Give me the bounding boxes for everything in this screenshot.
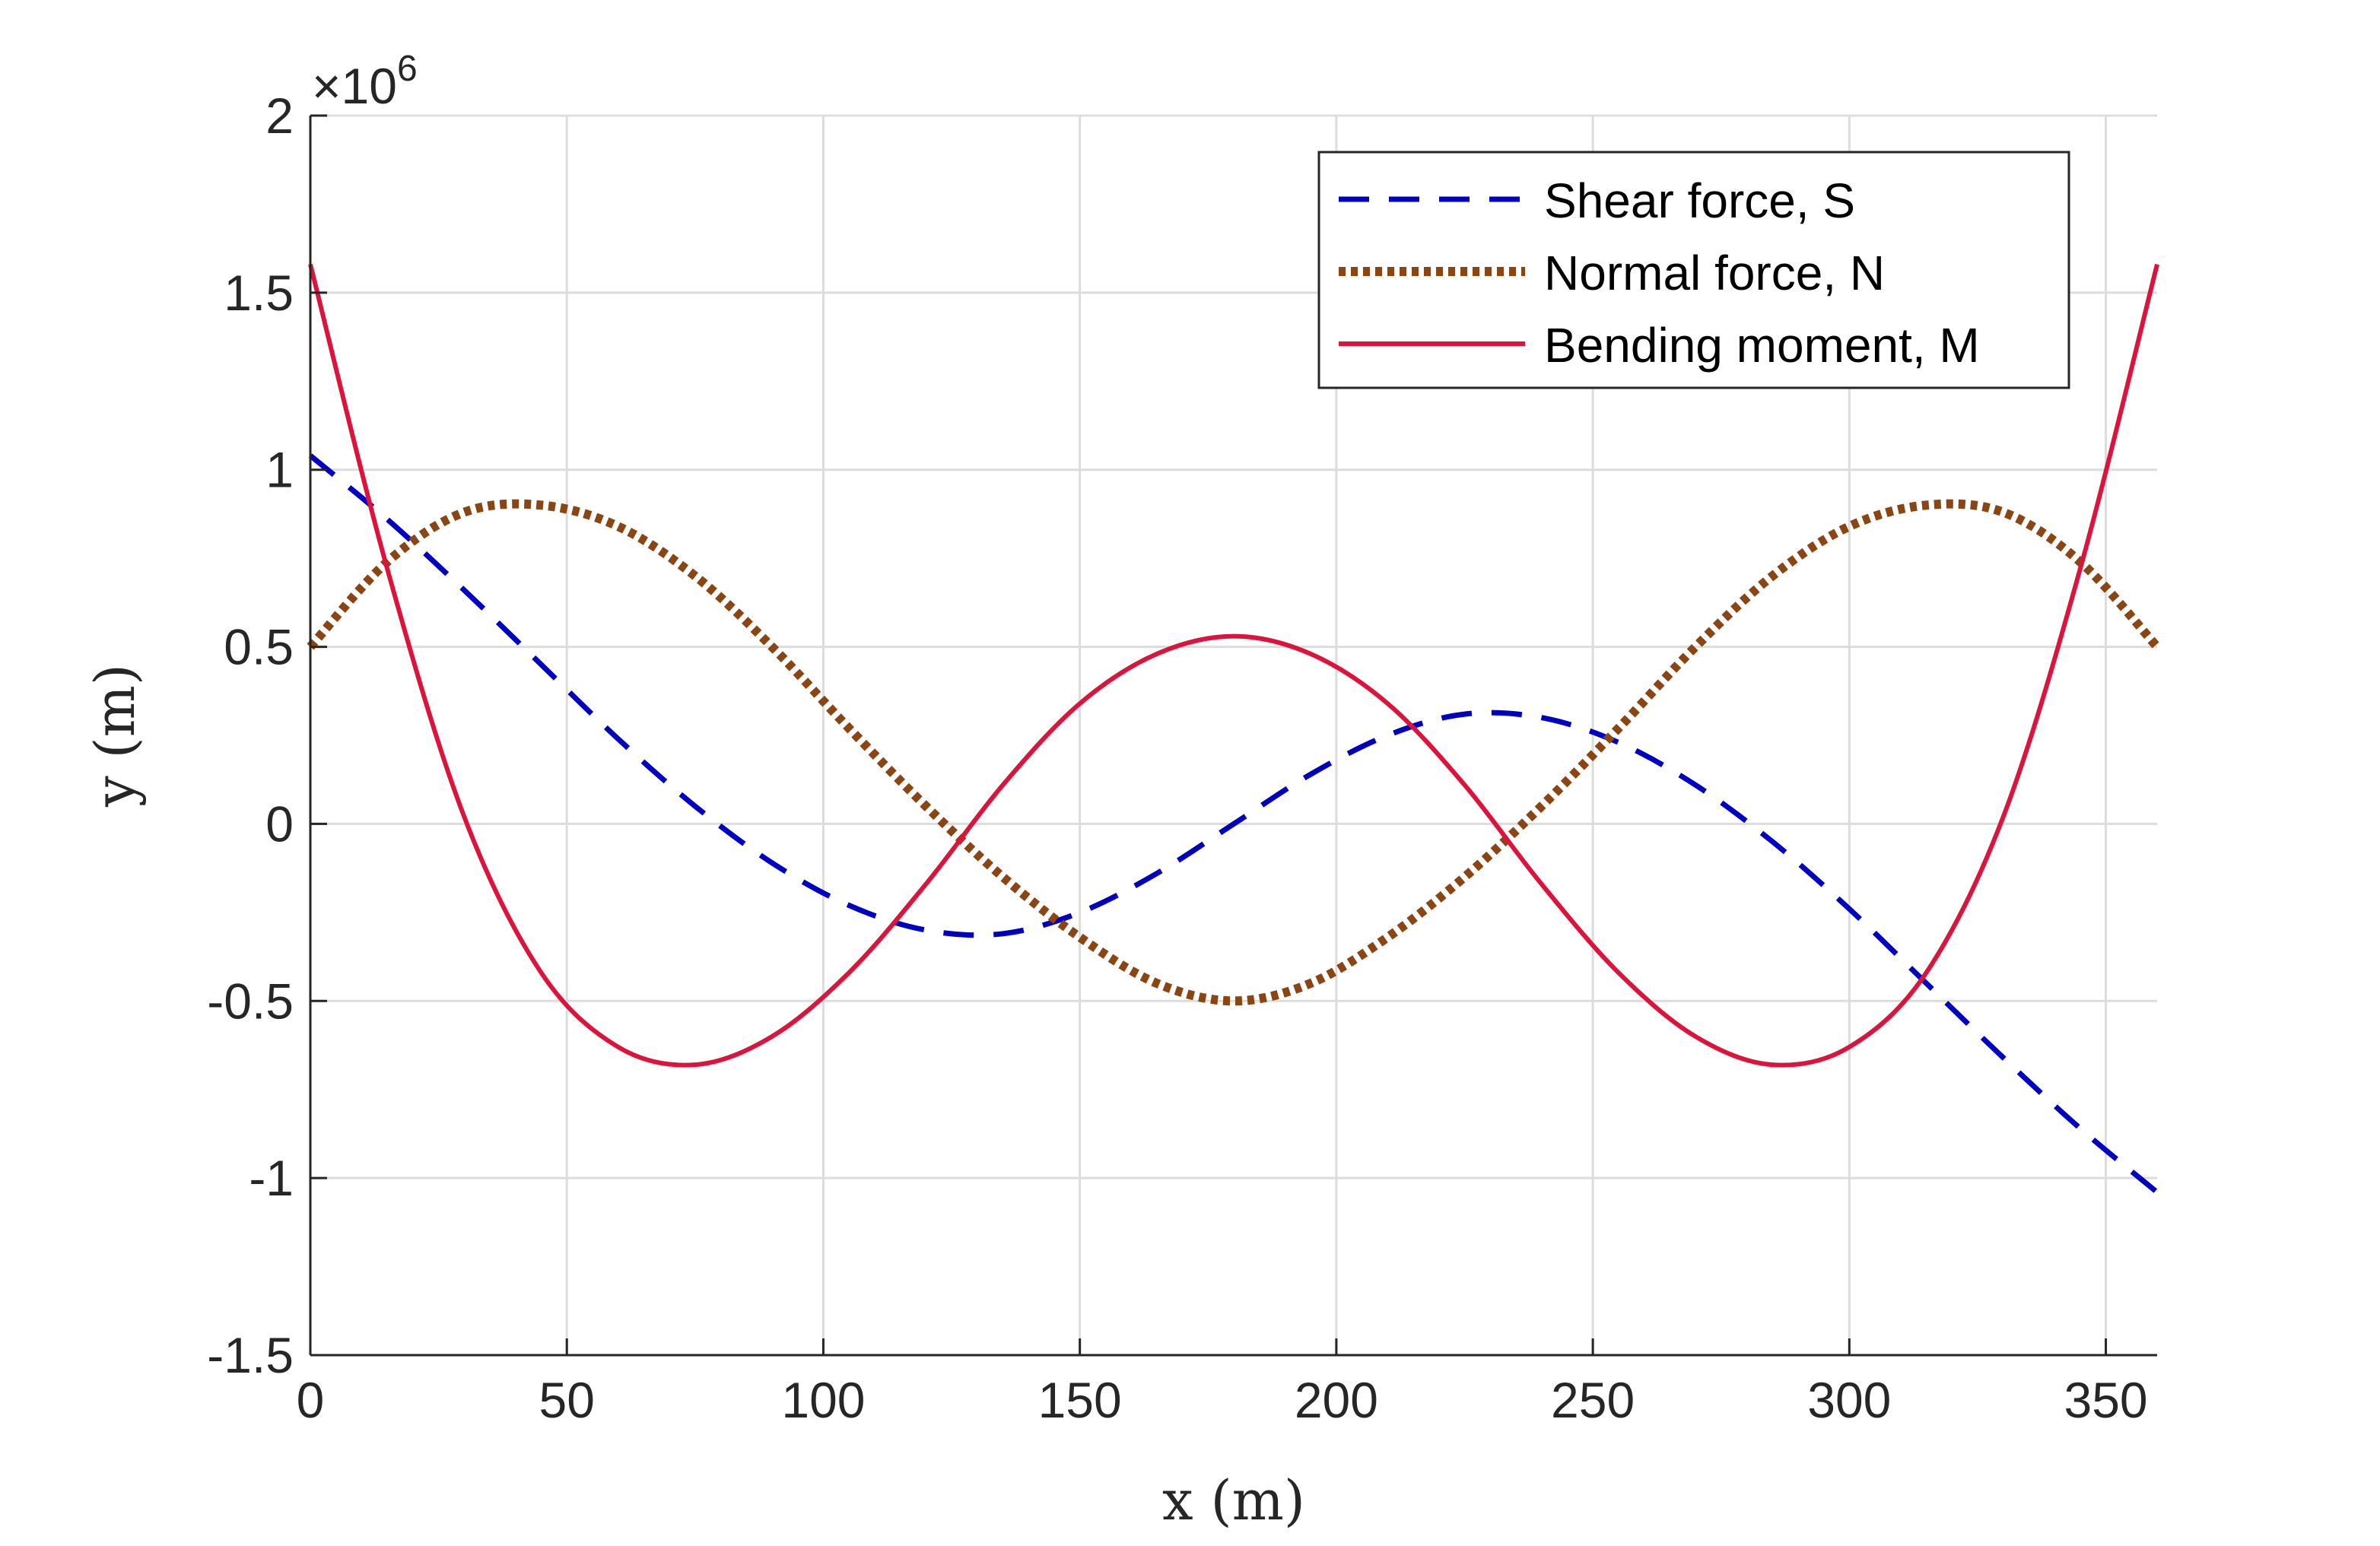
y-tick-label: 0.5 xyxy=(224,619,294,675)
y-tick-label: 2 xyxy=(265,87,294,144)
x-tick-label: 150 xyxy=(1038,1372,1122,1428)
series-line-0 xyxy=(308,453,2159,1195)
axes xyxy=(309,114,2157,1357)
x-tick-label: 0 xyxy=(297,1372,325,1428)
x-tick-label: 300 xyxy=(1807,1372,1891,1428)
legend: Shear force, S Normal force, N Bending m… xyxy=(1317,151,2070,389)
series-layer xyxy=(307,263,2161,1195)
x-axis-title: x (m) xyxy=(1162,1468,1305,1532)
legend-box xyxy=(1317,151,2070,389)
exponent-label: ×106 xyxy=(312,49,418,114)
y-tick-label: 0 xyxy=(265,795,294,852)
y-tick-label: 1 xyxy=(265,442,294,498)
legend-label-normal: Normal force, N xyxy=(1544,246,1885,300)
x-tick-label: 100 xyxy=(781,1372,865,1428)
exponent-base: ×10 xyxy=(312,58,397,114)
y-axis-title: y (m) xyxy=(83,664,147,808)
y-tick-label: 1.5 xyxy=(224,265,294,321)
y-tick-label: -1.5 xyxy=(207,1327,294,1383)
x-tick-label: 50 xyxy=(539,1372,595,1428)
y-tick-label: -1 xyxy=(249,1150,294,1206)
x-tick-label: 200 xyxy=(1295,1372,1378,1428)
x-tick-label: 250 xyxy=(1551,1372,1635,1428)
tick-labels: 0 50 100 150 200 250 300 350 -1.5 -1 -0.5 0 0.5 1 1.5 2 xyxy=(207,87,2147,1428)
series-line-2 xyxy=(308,263,2159,1068)
legend-label-bending: Bending moment, M xyxy=(1544,318,1980,373)
y-tick-label: -0.5 xyxy=(207,973,294,1029)
x-tick-label: 350 xyxy=(2064,1372,2147,1428)
exponent-power: 6 xyxy=(397,49,418,89)
legend-label-shear: Shear force, S xyxy=(1544,173,1855,228)
svg-text:×106: ×106 xyxy=(312,49,418,114)
